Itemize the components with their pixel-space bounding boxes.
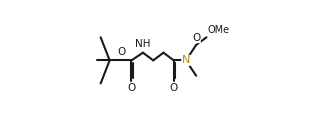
- Text: O: O: [117, 47, 125, 57]
- Text: N: N: [182, 55, 190, 65]
- Text: O: O: [192, 33, 200, 43]
- Text: NH: NH: [135, 39, 151, 50]
- Text: O: O: [169, 83, 178, 93]
- Text: O: O: [127, 83, 135, 93]
- Text: OMe: OMe: [207, 25, 230, 35]
